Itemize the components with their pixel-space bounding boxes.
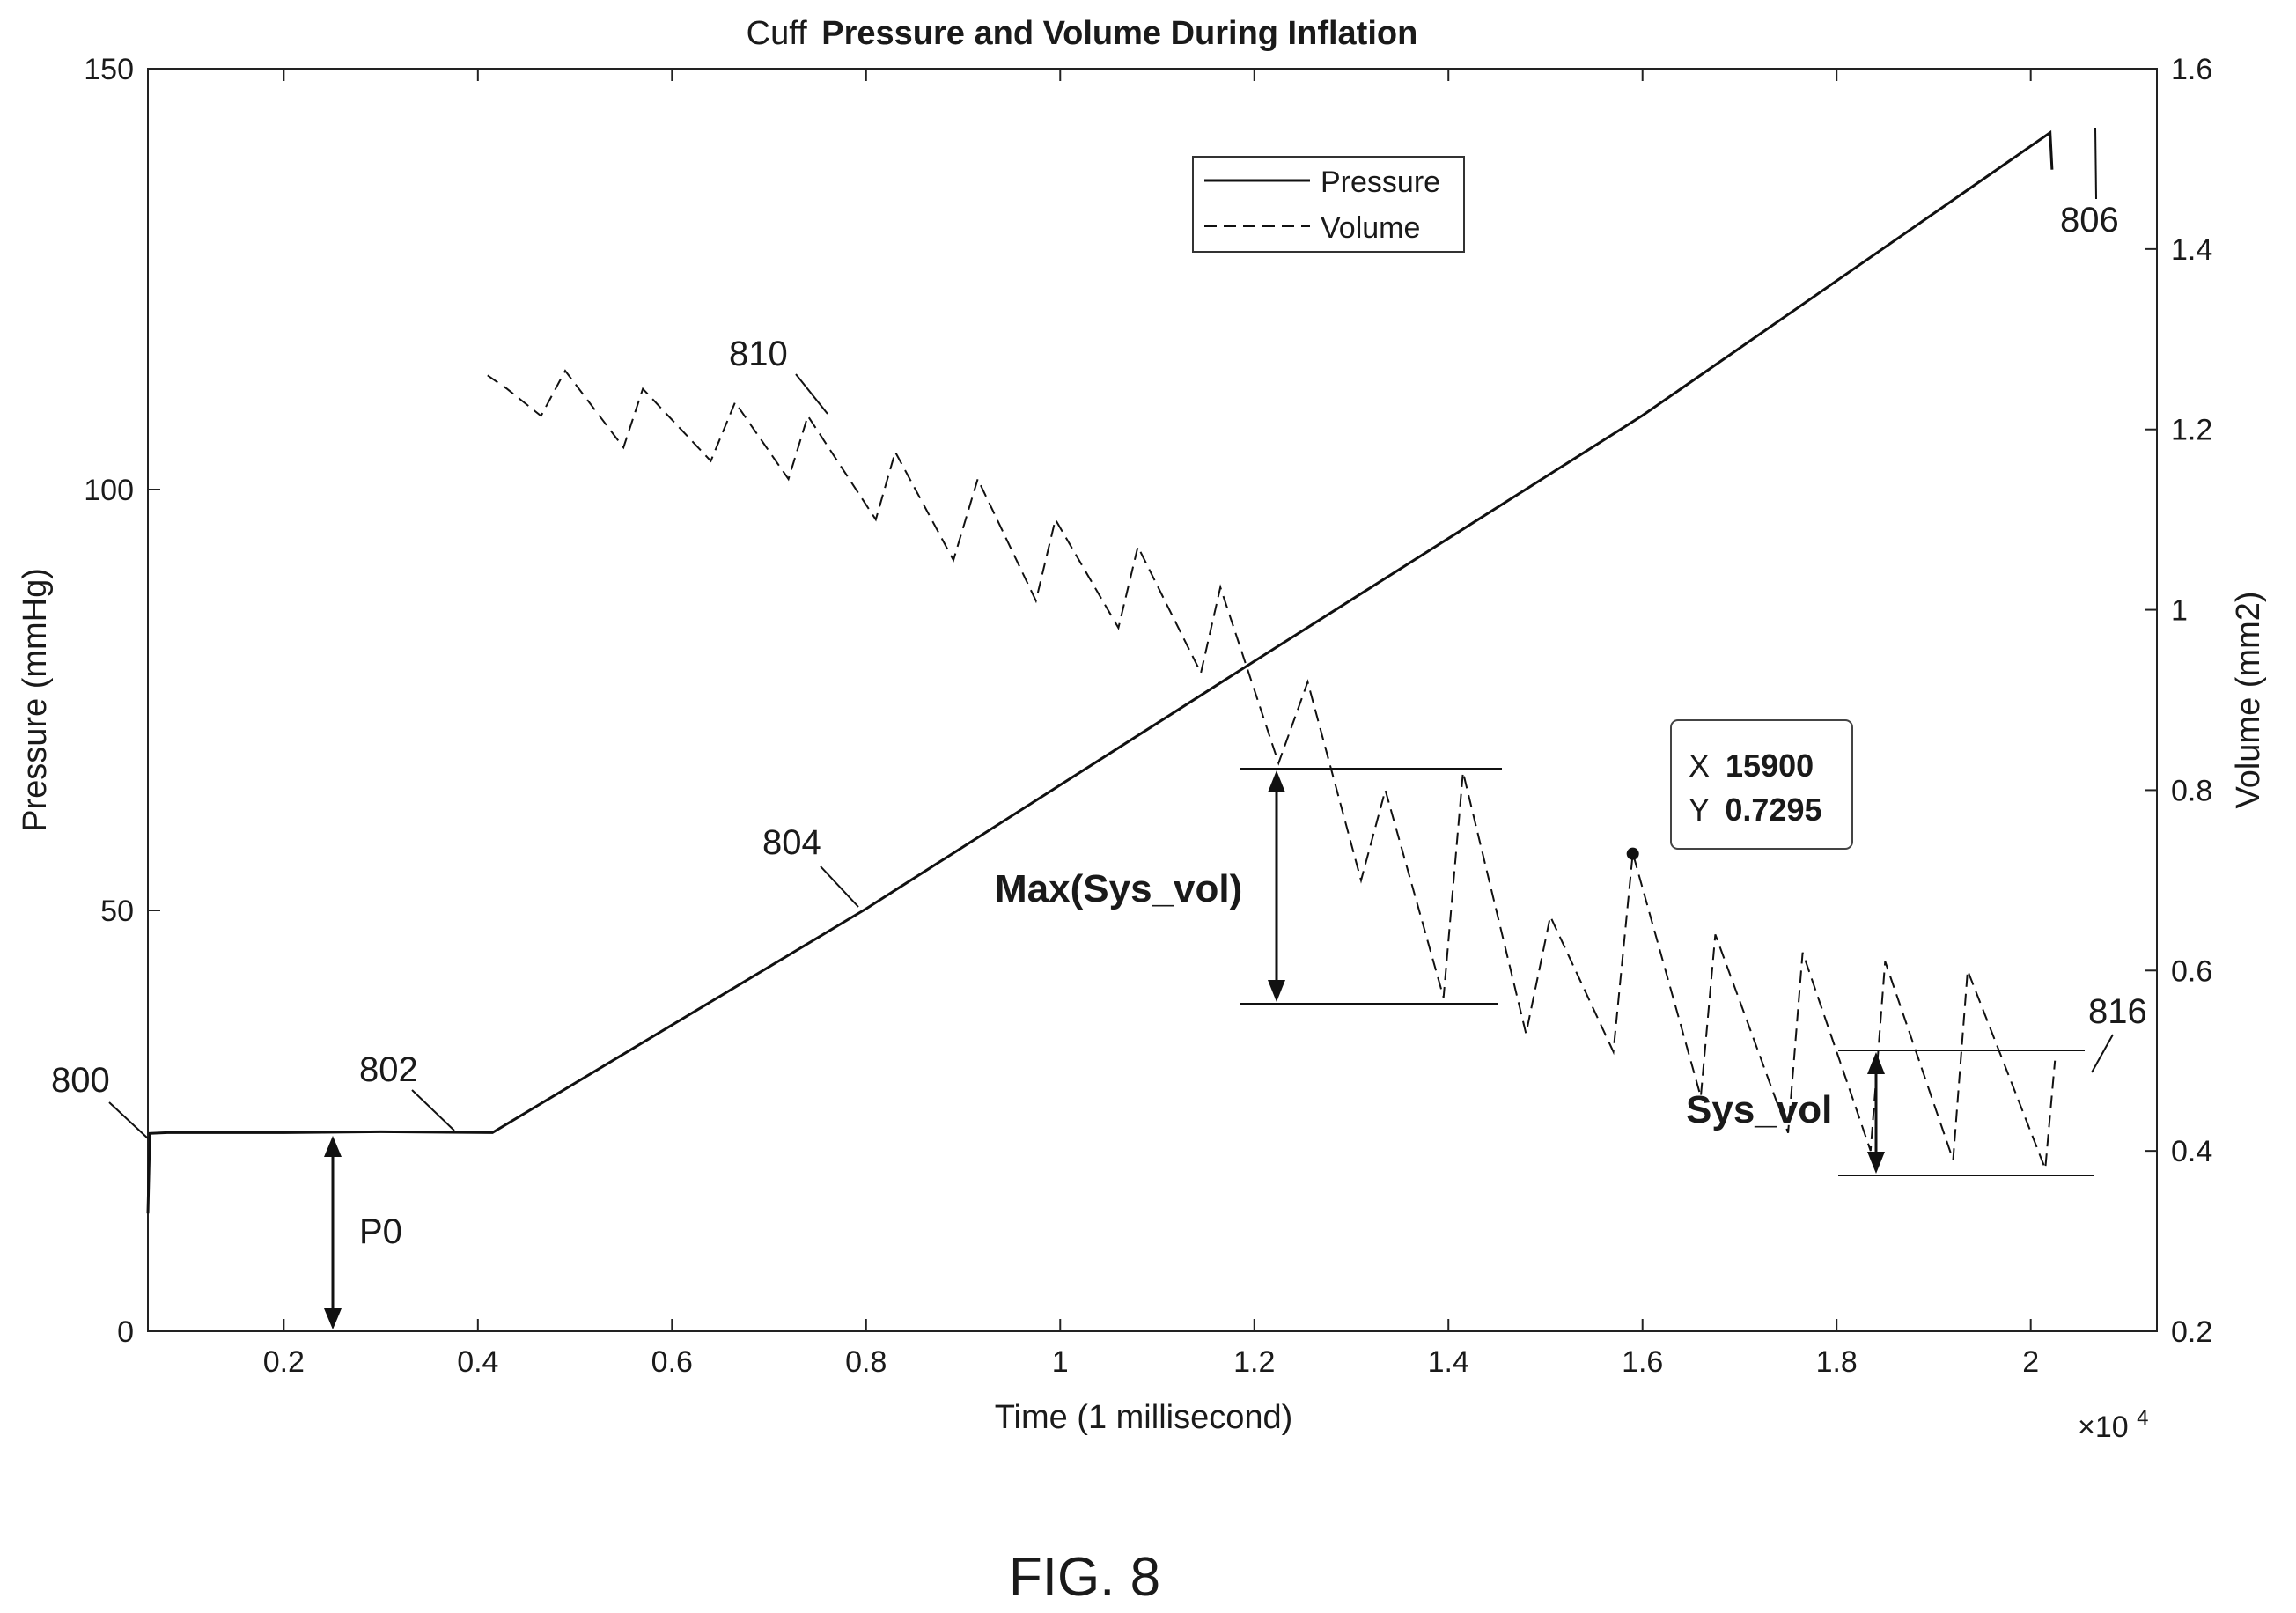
callout-800: 800 xyxy=(51,1061,110,1100)
x-tick-label: 1.4 xyxy=(1428,1345,1469,1379)
series-pressure-line xyxy=(146,129,2054,1214)
sys-vol-label: Sys_vol xyxy=(1686,1088,1832,1131)
sys-vol-annotation: Sys_vol xyxy=(1686,1050,2094,1176)
x-tick-label: 0.8 xyxy=(845,1345,887,1379)
callout-802: 802 xyxy=(359,1050,418,1089)
data-tip: X 15900 Y 0.7295 xyxy=(1626,719,1853,860)
x-tick-label: 0.4 xyxy=(457,1345,498,1379)
data-tip-x-line: X 15900 xyxy=(1689,748,1814,784)
x-axis-label: Time (1 millisecond) xyxy=(995,1399,1293,1436)
legend: Pressure Volume xyxy=(1192,156,1465,253)
figure-label: FIG. 8 xyxy=(1009,1547,1160,1608)
y-left-axis-label: Pressure (mmHg) xyxy=(17,568,54,832)
x-tick-label: 1.8 xyxy=(1816,1345,1858,1379)
callout-810-leader xyxy=(795,373,828,415)
legend-box xyxy=(1192,156,1465,253)
y-right-tick-label: 0.8 xyxy=(2171,774,2212,807)
y-right-tick-label: 1.4 xyxy=(2171,233,2212,267)
x-axis-scale-exponent: 4 xyxy=(2137,1406,2148,1430)
y-right-tick-label: 0.4 xyxy=(2171,1135,2212,1168)
series-volume-line xyxy=(487,369,2057,1169)
max-sys-vol-annotation: Max(Sys_vol) xyxy=(995,768,1502,1005)
x-axis-scale-base: ×10 xyxy=(2078,1410,2129,1444)
y-right-tick-label: 1.6 xyxy=(2171,53,2212,86)
plot-area xyxy=(147,68,2158,1332)
sys-vol-arrow-head-bottom xyxy=(1867,1152,1885,1174)
data-tip-x-value: 15900 xyxy=(1726,748,1814,784)
y-right-tick-label: 0.2 xyxy=(2171,1315,2212,1349)
x-axis-ticks: 0.2 0.4 0.6 0.8 1 1.2 1.4 1.6 1.8 2 xyxy=(263,69,2039,1379)
p0-arrow-head-bottom xyxy=(324,1308,342,1329)
p0-label: P0 xyxy=(359,1212,402,1251)
legend-label-pressure: Pressure xyxy=(1321,166,1440,199)
data-tip-box xyxy=(1670,719,1853,850)
chart-title: Cuff Pressure and Volume During Inflatio… xyxy=(747,15,1418,52)
data-tip-y-label: Y xyxy=(1689,792,1710,828)
data-tip-y-line: Y 0.7295 xyxy=(1689,792,1822,828)
callout-816: 816 xyxy=(2088,992,2147,1031)
y-right-axis-ticks: 0.2 0.4 0.6 0.8 1 1.2 1.4 1.6 xyxy=(2145,53,2212,1349)
callout-806-leader xyxy=(2094,127,2097,200)
y-left-tick-label: 100 xyxy=(84,474,134,507)
callouts: 800 802 804 806 810 816 xyxy=(51,127,2147,1139)
chart-title-main: Pressure and Volume During Inflation xyxy=(821,15,1417,52)
y-right-tick-label: 1.2 xyxy=(2171,414,2212,447)
chart-title-prefix: Cuff xyxy=(747,15,807,52)
x-tick-label: 1.2 xyxy=(1233,1345,1275,1379)
x-tick-label: 1 xyxy=(1052,1345,1069,1379)
y-left-tick-label: 50 xyxy=(100,895,134,928)
p0-arrow-head-top xyxy=(324,1136,342,1157)
callout-810: 810 xyxy=(729,335,788,373)
x-tick-label: 1.6 xyxy=(1622,1345,1663,1379)
data-tip-y-value: 0.7295 xyxy=(1725,792,1821,828)
y-left-tick-label: 150 xyxy=(84,53,134,86)
callout-802-leader xyxy=(411,1089,455,1131)
max-sys-vol-label: Max(Sys_vol) xyxy=(995,867,1242,910)
x-tick-label: 0.6 xyxy=(651,1345,693,1379)
y-right-axis-label: Volume (mm2) xyxy=(2230,591,2267,808)
callout-816-leader xyxy=(2091,1034,2114,1073)
y-right-tick-label: 1 xyxy=(2171,594,2188,628)
max-sys-vol-arrow-head-bottom xyxy=(1268,980,1285,1002)
sys-vol-arrow-head-top xyxy=(1867,1052,1885,1074)
y-right-tick-label: 0.6 xyxy=(2171,954,2212,988)
y-left-tick-label: 0 xyxy=(117,1315,134,1349)
data-tip-marker xyxy=(1626,847,1639,860)
y-left-axis-ticks: 0 50 100 150 xyxy=(84,53,160,1349)
p0-annotation: P0 xyxy=(324,1136,402,1329)
x-tick-label: 0.2 xyxy=(263,1345,305,1379)
legend-label-volume: Volume xyxy=(1321,211,1420,245)
data-tip-x-label: X xyxy=(1689,748,1710,784)
callout-806: 806 xyxy=(2060,201,2119,239)
max-sys-vol-arrow-head-top xyxy=(1268,770,1285,792)
callout-800-leader xyxy=(108,1101,149,1139)
x-tick-label: 2 xyxy=(2022,1345,2039,1379)
callout-804-leader xyxy=(820,865,859,908)
x-axis-scale-note: ×10 4 xyxy=(2078,1406,2149,1444)
callout-804: 804 xyxy=(762,823,821,862)
